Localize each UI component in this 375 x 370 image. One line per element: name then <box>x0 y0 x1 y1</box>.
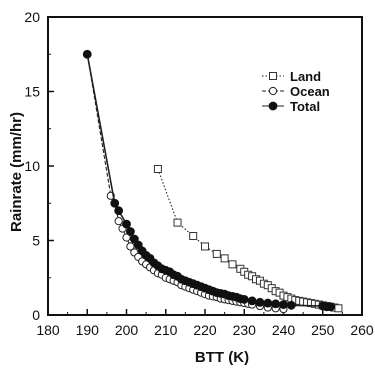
data-point-total <box>263 298 273 308</box>
data-point-land <box>173 218 182 227</box>
data-point-total <box>326 302 336 312</box>
y-axis-title: Rainrate (mm/hr) <box>8 112 25 232</box>
data-point-total <box>129 234 139 244</box>
data-point-total <box>279 300 288 309</box>
x-tick-label: 230 <box>233 322 257 338</box>
data-point-land <box>153 164 162 173</box>
data-point-land <box>334 304 343 313</box>
data-point-ocean <box>114 217 123 226</box>
y-tick-label: 15 <box>24 84 40 100</box>
x-tick-label: 260 <box>350 322 374 338</box>
y-tick-label: 10 <box>24 158 40 174</box>
data-point-total <box>110 198 120 208</box>
x-axis-title: BTT (K) <box>195 349 249 366</box>
data-point-total <box>239 294 249 304</box>
legend-item-total: Total <box>262 99 320 114</box>
data-point-total <box>133 240 143 250</box>
data-point-land <box>220 254 229 263</box>
x-tick-label: 210 <box>154 322 178 338</box>
series-ocean <box>83 50 288 314</box>
axes: 180 190 200 210 220 230 240 250 260 0 5 10 15 20 <box>24 9 373 338</box>
series-line-ocean <box>86 54 284 310</box>
plot-area <box>47 16 363 316</box>
legend-marker-total <box>268 101 278 111</box>
x-tick-label: 250 <box>311 322 335 338</box>
data-point-total <box>82 49 92 59</box>
data-point-total <box>114 206 124 216</box>
x-tick-label: 190 <box>76 322 100 338</box>
data-point-ocean <box>126 242 135 251</box>
data-point-land <box>228 260 237 269</box>
data-point-total <box>126 227 135 236</box>
legend-label-total: Total <box>290 99 320 114</box>
legend-label-land: Land <box>290 69 321 84</box>
legend-item-ocean: Ocean <box>262 84 330 99</box>
legend-marker-land <box>269 72 277 80</box>
x-tick-label: 240 <box>272 322 296 338</box>
y-tick-label: 0 <box>32 307 40 323</box>
y-tick-label: 5 <box>32 233 40 249</box>
data-point-land <box>212 249 221 258</box>
data-point-total <box>122 219 131 229</box>
data-point-land <box>201 242 209 251</box>
data-point-land <box>189 232 198 241</box>
data-point-total <box>286 300 296 310</box>
series-total <box>82 49 336 312</box>
legend-marker-ocean <box>268 86 278 96</box>
data-point-total <box>271 299 281 309</box>
legend-label-ocean: Ocean <box>290 84 330 99</box>
y-tick-label: 20 <box>24 9 40 25</box>
x-tick-label: 180 <box>36 322 60 338</box>
plot-frame <box>47 16 363 316</box>
series-land <box>153 164 343 313</box>
data-point-total <box>255 297 265 307</box>
x-tick-label: 200 <box>115 322 139 338</box>
x-tick-label: 220 <box>193 322 217 338</box>
series-layer <box>82 49 343 314</box>
legend-item-land: Land <box>262 69 321 84</box>
data-point-ocean <box>122 233 131 242</box>
data-point-total <box>247 296 257 306</box>
